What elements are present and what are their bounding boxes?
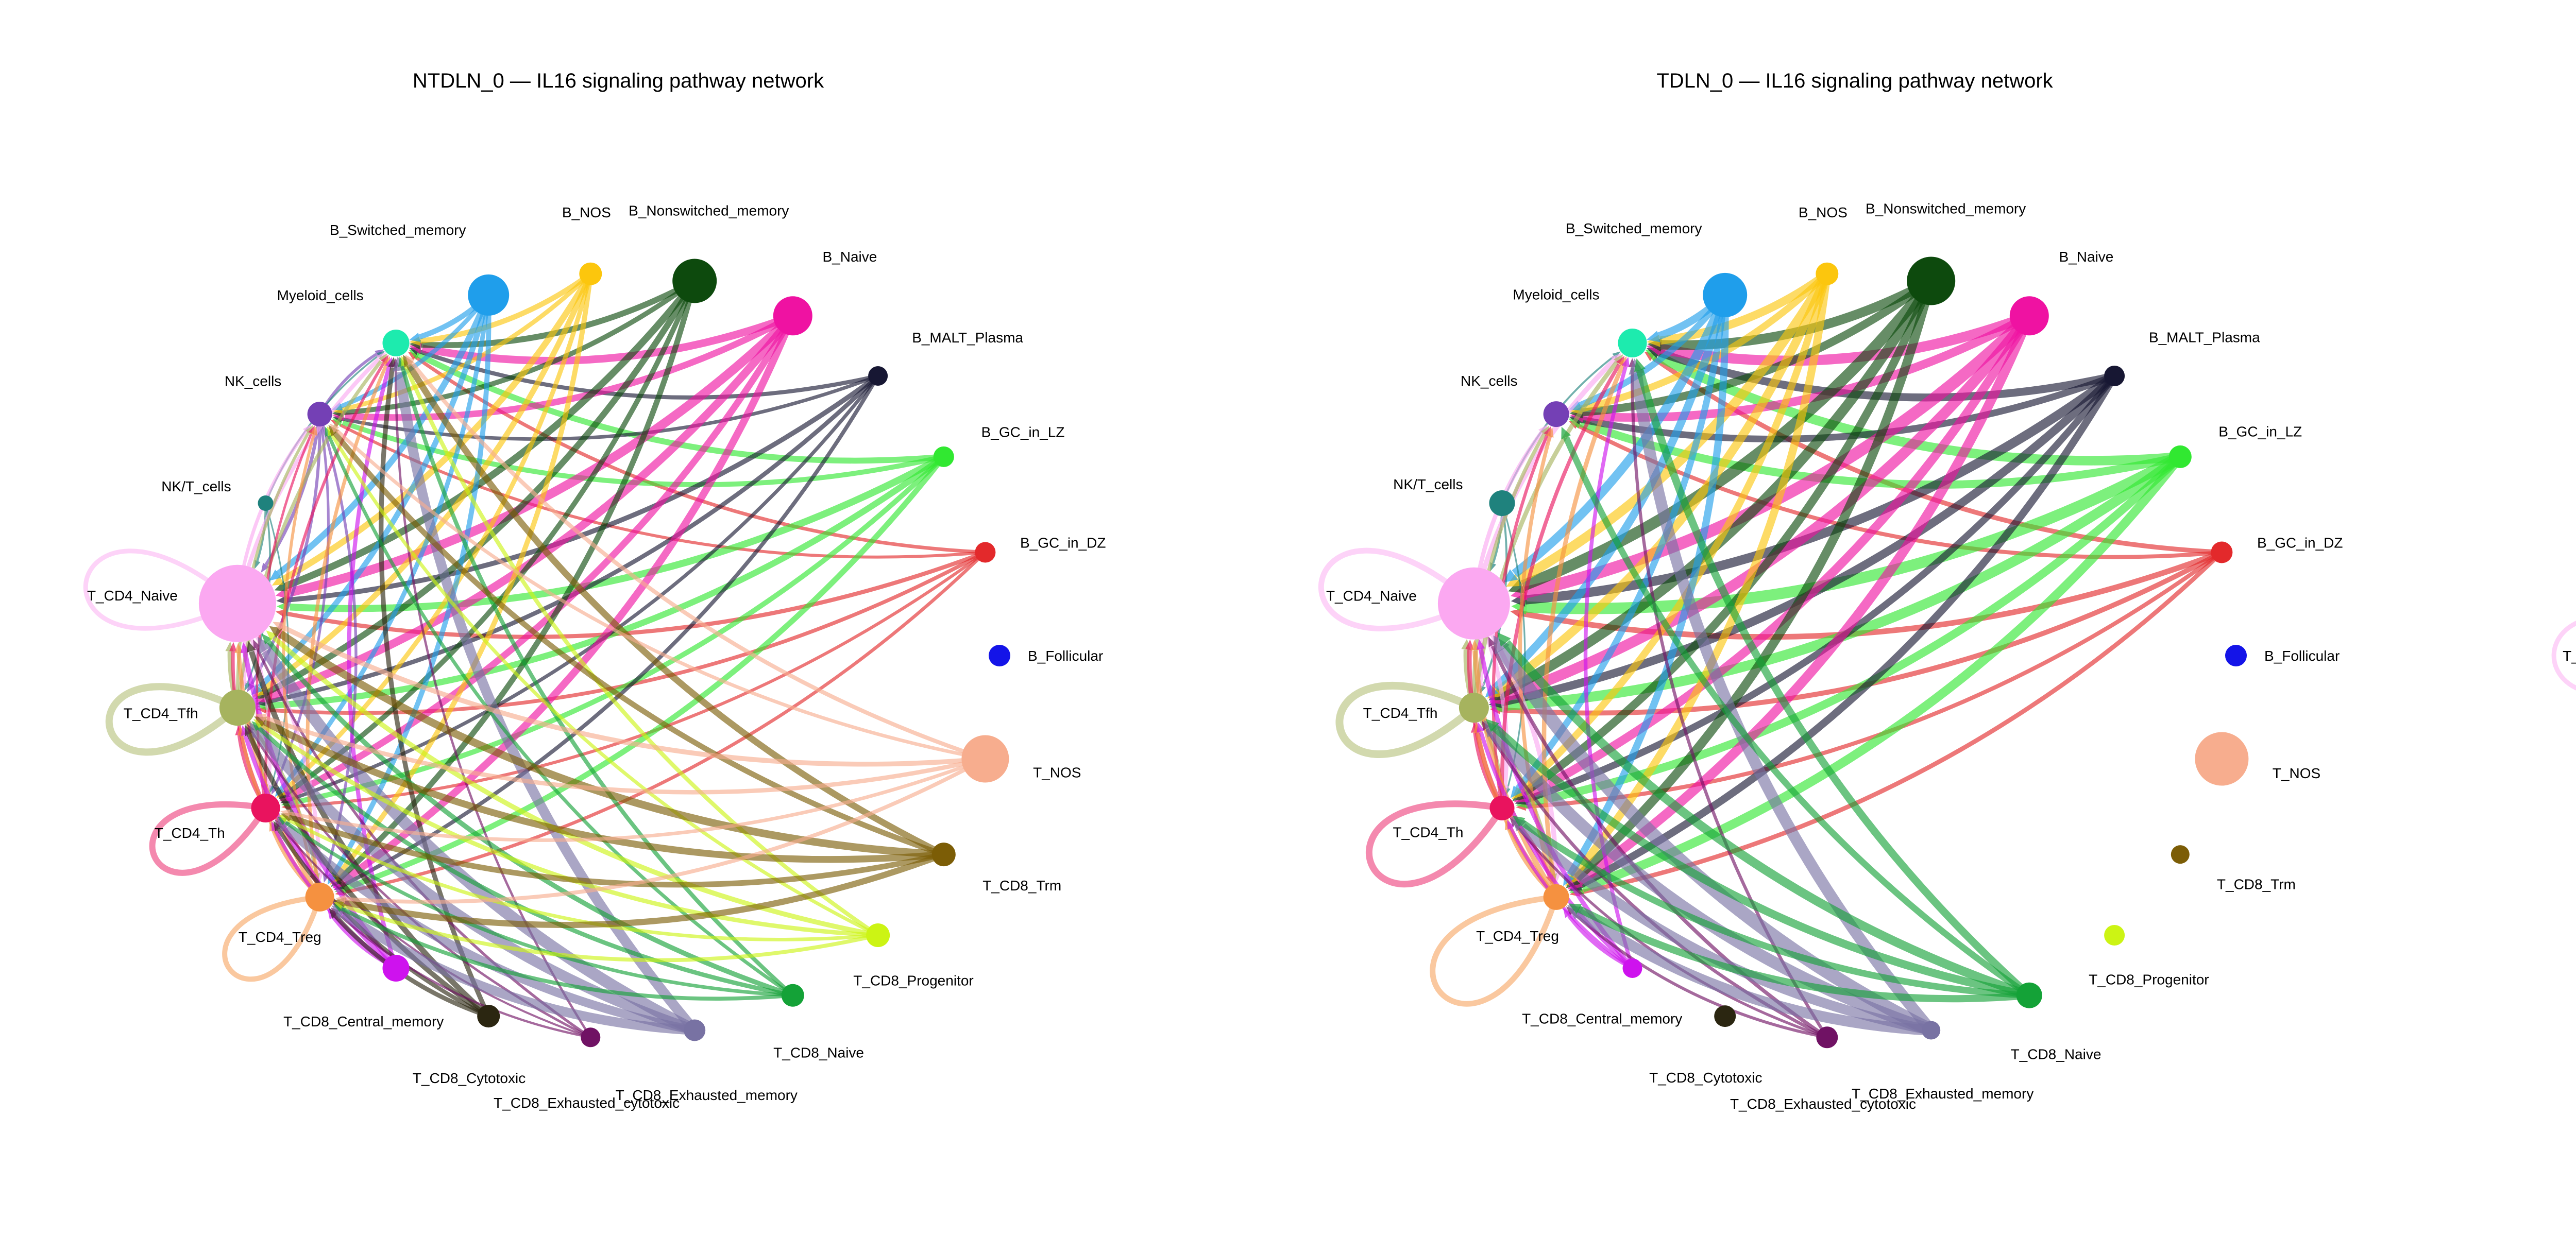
svg-text:T_CD8_Central_memory: T_CD8_Central_memory	[283, 1014, 444, 1029]
svg-text:T_CD4_Tfh: T_CD4_Tfh	[124, 706, 198, 722]
svg-text:NTDLN_0 — IL16 signaling pathw: NTDLN_0 — IL16 signaling pathway network	[413, 70, 824, 92]
svg-text:B_GC_in_LZ: B_GC_in_LZ	[981, 424, 1065, 440]
svg-text:B_Switched_memory: B_Switched_memory	[1566, 220, 1702, 236]
svg-text:T_CD4_Treg: T_CD4_Treg	[1476, 928, 1559, 944]
svg-text:T_CD8_Exhausted_memory: T_CD8_Exhausted_memory	[1852, 1086, 2033, 1102]
svg-text:NK_cells: NK_cells	[225, 373, 281, 389]
svg-text:B_MALT_Plasma: B_MALT_Plasma	[912, 330, 1023, 346]
svg-text:NK/T_cells: NK/T_cells	[1393, 476, 1463, 492]
svg-text:NK_cells: NK_cells	[1461, 373, 1517, 389]
svg-text:T_NOS: T_NOS	[2273, 765, 2320, 781]
svg-text:T_CD8_Cytotoxic: T_CD8_Cytotoxic	[413, 1070, 526, 1086]
svg-text:T_CD8_Trm: T_CD8_Trm	[2217, 876, 2296, 892]
svg-text:TDLN_0 — IL16 signaling pathwa: TDLN_0 — IL16 signaling pathway network	[1656, 70, 2053, 92]
svg-text:Myeloid_cells: Myeloid_cells	[1513, 286, 1599, 302]
svg-text:T_CD8_Progenitor: T_CD8_Progenitor	[2089, 972, 2209, 988]
svg-text:T_CD4_Naive: T_CD4_Naive	[1326, 588, 1417, 604]
svg-text:T_CD8_Progenitor: T_CD8_Progenitor	[853, 973, 973, 989]
svg-text:B_GC_in_LZ: B_GC_in_LZ	[2218, 424, 2302, 440]
svg-text:T_CD4_Tfh: T_CD4_Tfh	[1363, 705, 1438, 721]
svg-text:B_Naive: B_Naive	[823, 249, 877, 265]
svg-text:B_GC_in_DZ: B_GC_in_DZ	[1020, 535, 1106, 551]
svg-text:NK/T_cells: NK/T_cells	[161, 478, 231, 494]
svg-text:B_GC_in_DZ: B_GC_in_DZ	[2257, 535, 2343, 551]
svg-text:T_CD8_Exhausted_cytotoxic: T_CD8_Exhausted_cytotoxic	[494, 1095, 680, 1111]
svg-text:T_CD8_Central_memory: T_CD8_Central_memory	[1522, 1010, 1682, 1026]
svg-text:B_MALT_Plasma: B_MALT_Plasma	[2149, 330, 2260, 346]
svg-text:B_NOS: B_NOS	[1799, 204, 1848, 220]
svg-text:B_NOS: B_NOS	[562, 204, 611, 220]
svg-text:B_Switched_memory: B_Switched_memory	[330, 222, 466, 238]
svg-text:B_Nonswitched_memory: B_Nonswitched_memory	[1866, 201, 2026, 217]
svg-text:T_CD8_Exhausted_memory: T_CD8_Exhausted_memory	[616, 1087, 798, 1103]
svg-text:T_CD8_Cytotoxic: T_CD8_Cytotoxic	[1649, 1070, 1762, 1086]
svg-text:T_CD4_Naive: T_CD4_Naive	[87, 588, 178, 604]
svg-text:Myeloid_cells: Myeloid_cells	[277, 287, 364, 303]
svg-text:T_CD4_Th: T_CD4_Th	[1393, 825, 1463, 840]
svg-text:T_CD4_Treg: T_CD4_Treg	[239, 929, 321, 945]
svg-text:T_NOS: T_NOS	[1033, 764, 1081, 780]
svg-text:T_CD4_Naive: T_CD4_Naive	[2563, 648, 2576, 664]
svg-text:B_Follicular: B_Follicular	[1028, 648, 1103, 664]
svg-text:T_CD8_Exhausted_cytotoxic: T_CD8_Exhausted_cytotoxic	[1730, 1096, 1916, 1112]
svg-text:B_Nonswitched_memory: B_Nonswitched_memory	[629, 203, 789, 219]
svg-text:T_CD8_Naive: T_CD8_Naive	[2011, 1046, 2102, 1062]
svg-text:T_CD4_Th: T_CD4_Th	[155, 825, 225, 841]
svg-text:B_Follicular: B_Follicular	[2264, 648, 2340, 664]
svg-text:T_CD8_Naive: T_CD8_Naive	[773, 1045, 864, 1061]
svg-text:B_Naive: B_Naive	[2059, 249, 2114, 265]
svg-text:T_CD8_Trm: T_CD8_Trm	[982, 878, 1061, 894]
